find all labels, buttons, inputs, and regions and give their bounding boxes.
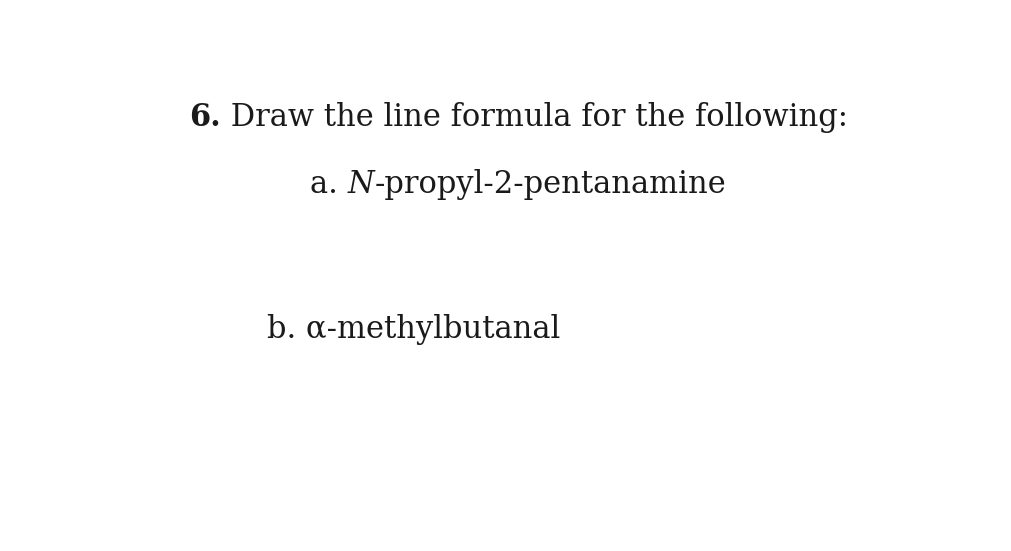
Text: -propyl-2-pentanamine: -propyl-2-pentanamine <box>374 169 726 201</box>
Text: b. α-methylbutanal: b. α-methylbutanal <box>267 314 561 345</box>
Text: 6.: 6. <box>189 101 220 133</box>
Text: Draw the line formula for the following:: Draw the line formula for the following: <box>220 101 847 133</box>
Text: a.: a. <box>310 169 348 201</box>
Text: N: N <box>348 169 374 201</box>
